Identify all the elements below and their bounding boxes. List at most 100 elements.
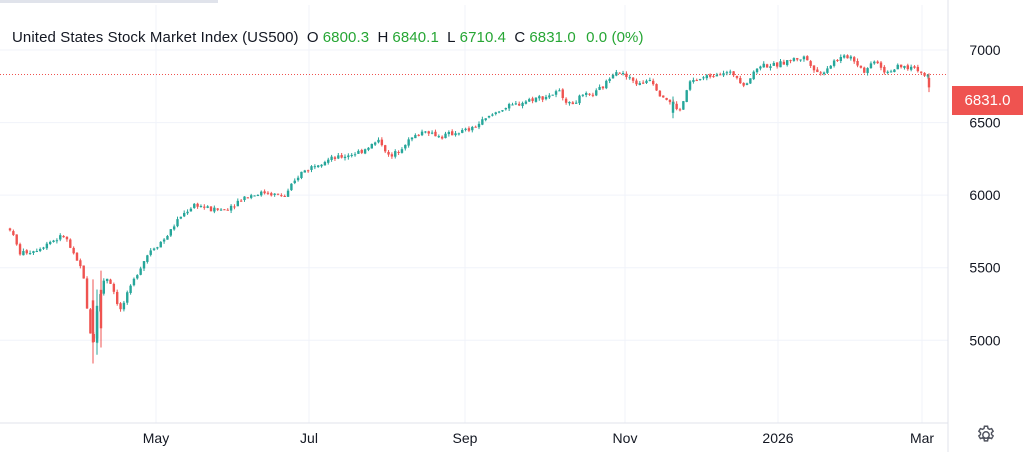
candle-body [665, 97, 668, 100]
candle-body [853, 57, 856, 62]
candle-body [199, 205, 203, 207]
candle-body [652, 80, 655, 85]
candle-body [662, 95, 665, 98]
candle-body [668, 99, 672, 103]
candle-body [501, 110, 504, 112]
candle-body [705, 75, 708, 79]
candle-body [434, 131, 437, 137]
candle-body [112, 283, 116, 292]
legend-open-label: O [306, 29, 319, 46]
candle-body [193, 203, 196, 208]
candle-body [926, 74, 930, 77]
candle-body [541, 96, 544, 100]
candle-body [176, 219, 179, 227]
candle-body [373, 142, 377, 145]
candle-body [809, 61, 812, 66]
legend-open-value: 6800.3 [322, 29, 370, 46]
candle-body [461, 129, 464, 133]
candle-body [605, 80, 608, 89]
candle-body [310, 166, 313, 170]
spike-body [91, 300, 95, 343]
candle-body [8, 228, 12, 231]
candle-body [239, 200, 243, 202]
candle-body [430, 132, 434, 134]
candle-body [246, 197, 250, 199]
candle-body [280, 195, 283, 197]
candle-body [451, 131, 454, 136]
candle-body [142, 261, 146, 269]
candle-body [440, 136, 444, 139]
candle-body [45, 243, 49, 249]
candle-body [544, 96, 548, 100]
candle-body [397, 151, 400, 153]
candle-body [337, 155, 340, 159]
candle-body [303, 170, 306, 173]
candle-body [196, 203, 199, 207]
candle-body [564, 98, 568, 103]
candle-body [635, 80, 638, 85]
x-tick-label: May [143, 430, 169, 446]
candle-body [59, 235, 62, 240]
candle-body [806, 56, 809, 61]
candle-body [420, 131, 424, 136]
candle-body [615, 72, 618, 76]
candle-body [504, 108, 507, 110]
legend-low-label: L [447, 29, 456, 46]
candle-body [722, 73, 725, 76]
legend-close-label: C [514, 29, 526, 46]
candle-body [276, 193, 280, 195]
candle-body [169, 229, 172, 236]
candle-body [223, 209, 226, 211]
candle-body [156, 247, 159, 249]
candle-body [327, 159, 330, 163]
candle-body [186, 211, 189, 214]
candle-body [477, 123, 481, 128]
candle-body [12, 231, 15, 235]
candle-body [377, 139, 380, 143]
candle-body [487, 115, 491, 118]
candle-body [608, 78, 611, 81]
candle-body [739, 78, 742, 84]
candle-body [183, 212, 186, 217]
candle-body [836, 59, 839, 61]
candle-body [159, 241, 162, 248]
candle-body [685, 90, 688, 102]
candle-body [735, 75, 739, 78]
candle-body [363, 149, 367, 154]
candle-body [822, 72, 826, 75]
candle-body [270, 193, 273, 196]
candle-body [708, 74, 712, 77]
candle-body [273, 193, 276, 195]
candle-body [229, 205, 233, 211]
candle-body [213, 207, 216, 212]
candle-body [414, 135, 417, 139]
candle-body [75, 252, 79, 261]
x-tick-label: Jul [300, 430, 318, 446]
candle-body [618, 72, 621, 74]
candle-body [601, 86, 605, 89]
candle-body [52, 240, 55, 243]
candle-body [876, 61, 879, 64]
gear-icon[interactable] [975, 424, 997, 446]
candle-body [819, 72, 822, 74]
legend-high-label: H [377, 29, 389, 46]
candle-body [497, 111, 501, 113]
candle-layer [8, 54, 931, 364]
candle-body [333, 157, 337, 159]
candle-body [772, 62, 775, 66]
candle-body [595, 90, 598, 96]
candle-body [290, 183, 293, 191]
candle-body [122, 302, 126, 310]
candle-body [913, 66, 916, 68]
candle-body [719, 74, 722, 76]
candle-body [491, 114, 494, 116]
x-tick-label: Nov [613, 430, 638, 446]
candle-body [796, 58, 799, 60]
candle-body [260, 191, 263, 196]
candle-body [347, 155, 350, 158]
candle-body [32, 251, 35, 253]
candle-body [725, 72, 729, 74]
candle-body [166, 235, 169, 240]
candle-body [782, 61, 786, 65]
candle-body [638, 83, 641, 85]
